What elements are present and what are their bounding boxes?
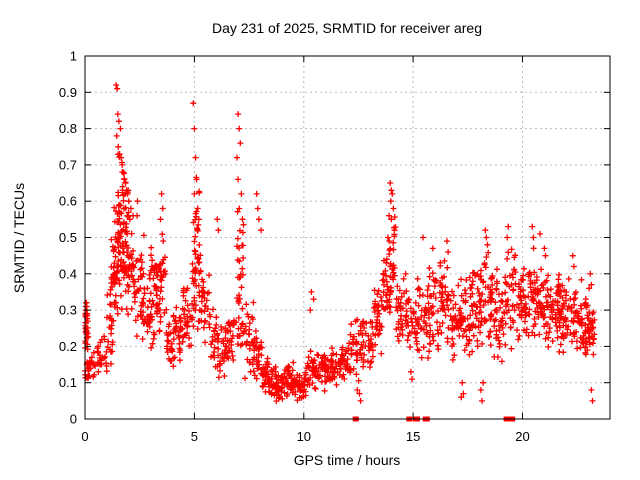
y-tick-label: 0.7 <box>59 157 77 172</box>
y-tick-label: 0.9 <box>59 85 77 100</box>
x-tick-label: 15 <box>406 429 420 444</box>
y-tick-label: 0.3 <box>59 303 77 318</box>
y-tick-label: 0.4 <box>59 266 77 281</box>
y-axis-label: SRMTID / TECUs <box>11 183 27 293</box>
y-tick-label: 0.1 <box>59 375 77 390</box>
y-tick-label: 0.6 <box>59 194 77 209</box>
x-tick-label: 10 <box>297 429 311 444</box>
x-tick-label: 0 <box>81 429 88 444</box>
y-tick-label: 0.5 <box>59 230 77 245</box>
axis-tick-marks <box>84 55 610 420</box>
gridlines <box>85 56 610 419</box>
chart-title: Day 231 of 2025, SRMTID for receiver are… <box>212 20 482 36</box>
x-axis-label: GPS time / hours <box>294 452 401 468</box>
y-tick-label: 0.8 <box>59 121 77 136</box>
y-tick-label: 0 <box>70 412 77 427</box>
y-tick-labels: 0 0.1 0.2 0.3 0.4 0.5 0.6 0.7 0.8 0.9 1 <box>59 49 77 427</box>
y-tick-label: 0.2 <box>59 339 77 354</box>
x-tick-label: 5 <box>191 429 198 444</box>
x-tick-label: 20 <box>515 429 529 444</box>
scatter-points <box>82 82 598 405</box>
data-points-layer <box>82 82 598 405</box>
x-tick-labels: 0 5 10 15 20 <box>81 429 529 444</box>
y-tick-label: 1 <box>70 49 77 64</box>
